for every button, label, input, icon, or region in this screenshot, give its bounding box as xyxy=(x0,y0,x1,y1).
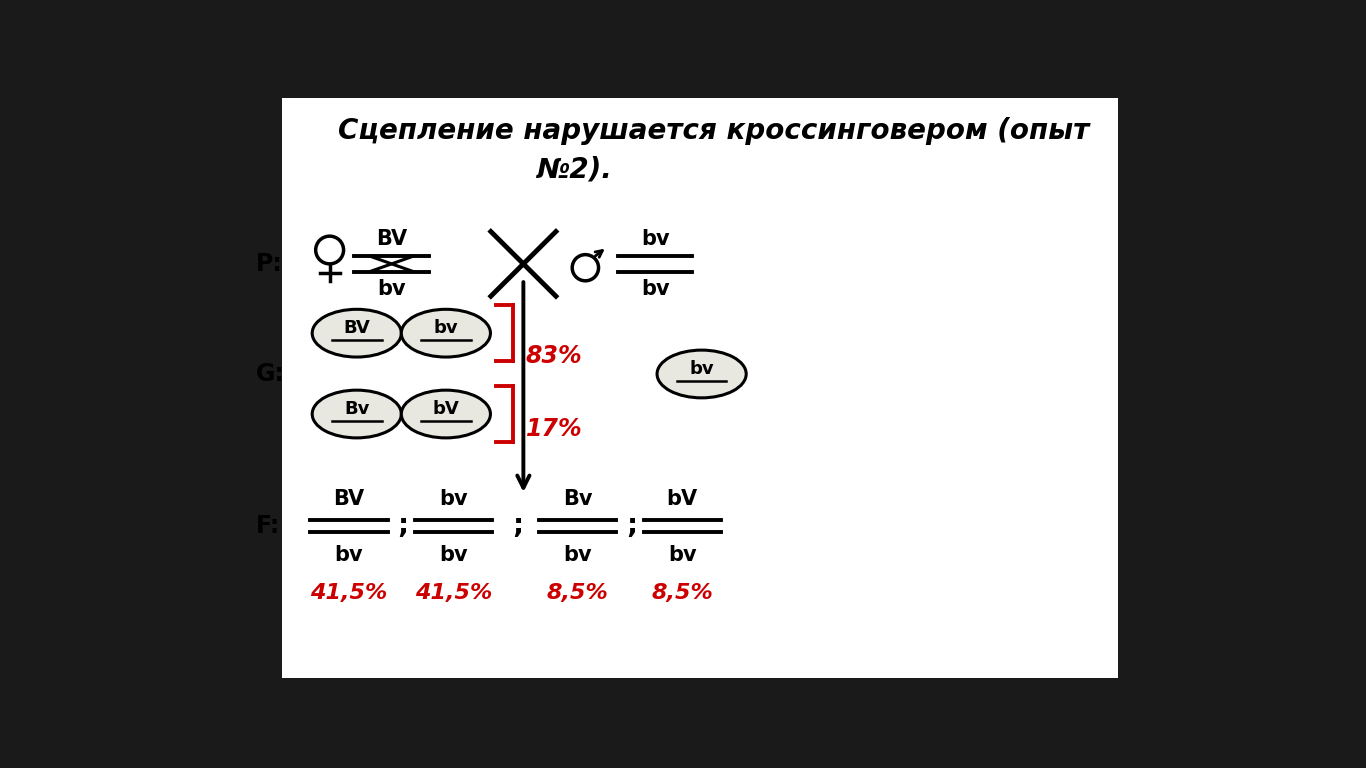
Text: G:: G: xyxy=(255,362,284,386)
Text: 8,5%: 8,5% xyxy=(546,584,608,604)
Text: №2).: №2). xyxy=(535,155,612,183)
Text: bV: bV xyxy=(433,399,459,418)
Ellipse shape xyxy=(313,310,402,357)
Text: ;: ; xyxy=(398,511,408,540)
Ellipse shape xyxy=(313,390,402,438)
Text: ;: ; xyxy=(512,511,523,540)
Text: bv: bv xyxy=(335,545,363,565)
Text: F:: F: xyxy=(255,514,280,538)
Ellipse shape xyxy=(657,350,746,398)
Text: ;: ; xyxy=(627,511,638,540)
Text: Bv: Bv xyxy=(563,488,593,508)
Text: BV: BV xyxy=(343,319,370,337)
Text: bv: bv xyxy=(377,279,406,299)
Text: BV: BV xyxy=(376,229,407,250)
Text: Bv: Bv xyxy=(344,399,369,418)
Text: bv: bv xyxy=(690,359,714,378)
Text: 41,5%: 41,5% xyxy=(310,584,388,604)
Text: BV: BV xyxy=(333,488,365,508)
Text: bv: bv xyxy=(440,545,469,565)
Text: bv: bv xyxy=(440,488,469,508)
Text: bv: bv xyxy=(641,229,669,250)
Ellipse shape xyxy=(402,310,490,357)
FancyBboxPatch shape xyxy=(281,98,1119,677)
Text: P:: P: xyxy=(255,252,283,276)
Text: 8,5%: 8,5% xyxy=(652,584,713,604)
Text: 83%: 83% xyxy=(526,344,582,369)
Text: Сцепление нарушается кроссинговером (опыт: Сцепление нарушается кроссинговером (опы… xyxy=(337,117,1089,144)
Text: bv: bv xyxy=(641,279,669,299)
Text: bv: bv xyxy=(668,545,697,565)
Text: 17%: 17% xyxy=(526,418,582,442)
Text: 41,5%: 41,5% xyxy=(415,584,492,604)
Text: bv: bv xyxy=(563,545,591,565)
Text: bV: bV xyxy=(667,488,698,508)
Ellipse shape xyxy=(402,390,490,438)
Text: bv: bv xyxy=(433,319,458,337)
